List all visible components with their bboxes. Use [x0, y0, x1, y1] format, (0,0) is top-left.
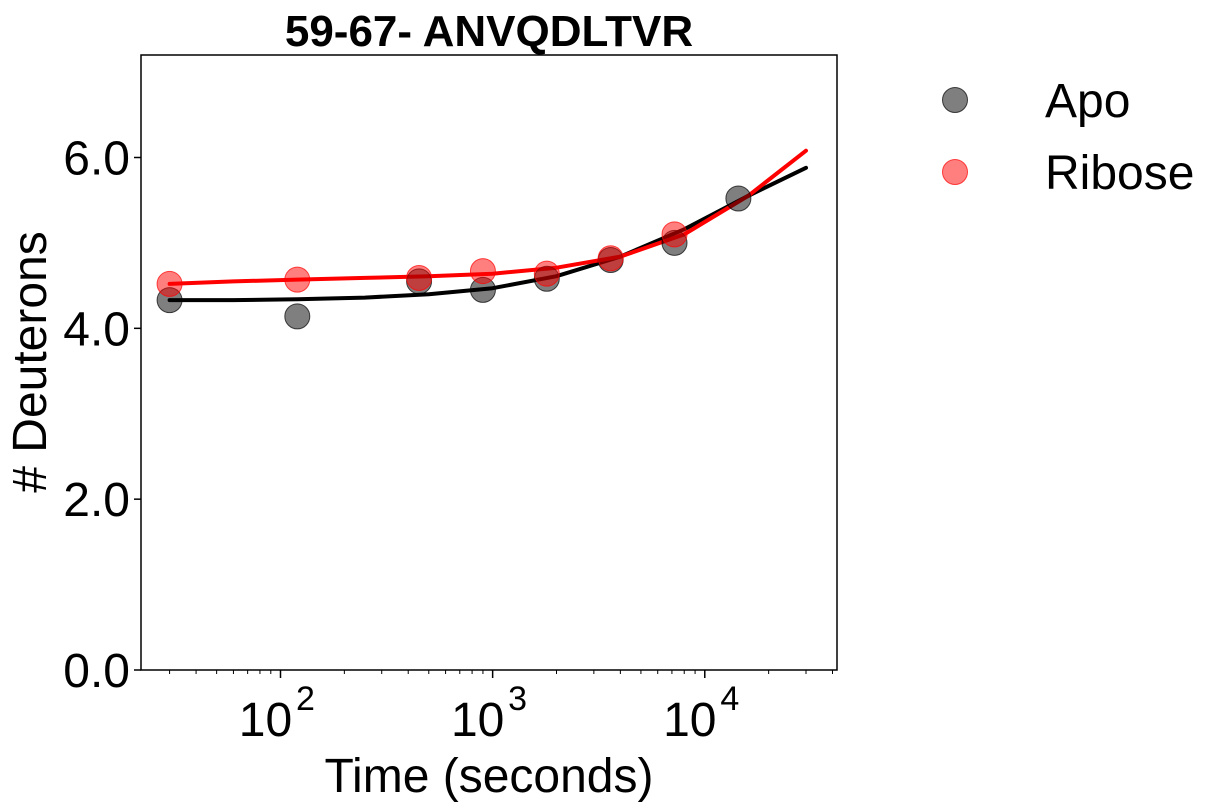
point-ribose: [533, 260, 560, 287]
x-tick-label: 10: [663, 694, 716, 747]
point-apo: [284, 303, 311, 330]
point-ribose: [597, 245, 624, 272]
x-tick-exponent: 4: [720, 680, 739, 718]
legend-label-apo: Apo: [1045, 75, 1130, 128]
point-ribose: [406, 264, 433, 291]
plot-frame: [140, 54, 838, 671]
axis-ticks: 0.02.04.06.010 2 10 3 10 4: [63, 133, 834, 747]
point-ribose: [661, 221, 688, 248]
y-tick-label: 4.0: [63, 303, 130, 356]
data-points: [156, 185, 752, 330]
y-tick-label: 6.0: [63, 133, 130, 186]
y-tick-label: 2.0: [63, 474, 130, 527]
point-ribose: [469, 258, 496, 285]
point-apo: [725, 185, 752, 212]
y-axis-label: # Deuterons: [4, 231, 57, 493]
legend-marker-apo: [942, 87, 968, 113]
x-axis-label: Time (seconds): [325, 750, 654, 803]
legend-label-ribose: Ribose: [1045, 147, 1194, 200]
x-tick-label: 10: [451, 694, 504, 747]
x-tick-exponent: 2: [296, 680, 315, 718]
x-tick-exponent: 3: [508, 680, 527, 718]
point-ribose: [284, 266, 311, 293]
x-tick-label: 10: [239, 694, 292, 747]
legend: Apo Ribose: [942, 75, 1194, 200]
chart-title: 59-67- ANVQDLTVR: [285, 7, 693, 56]
point-ribose: [156, 270, 183, 297]
y-tick-label: 0.0: [63, 645, 130, 698]
legend-marker-ribose: [942, 159, 968, 185]
